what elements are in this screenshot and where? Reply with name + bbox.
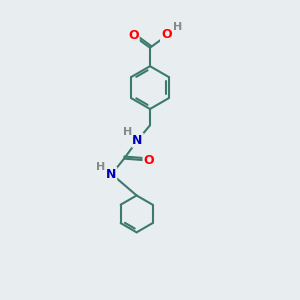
Text: H: H <box>123 127 133 137</box>
Text: O: O <box>143 154 154 166</box>
Text: N: N <box>132 134 143 147</box>
Text: H: H <box>173 22 183 32</box>
Text: O: O <box>161 28 172 41</box>
Text: O: O <box>128 29 139 42</box>
Text: N: N <box>106 168 116 181</box>
Text: H: H <box>96 162 105 172</box>
